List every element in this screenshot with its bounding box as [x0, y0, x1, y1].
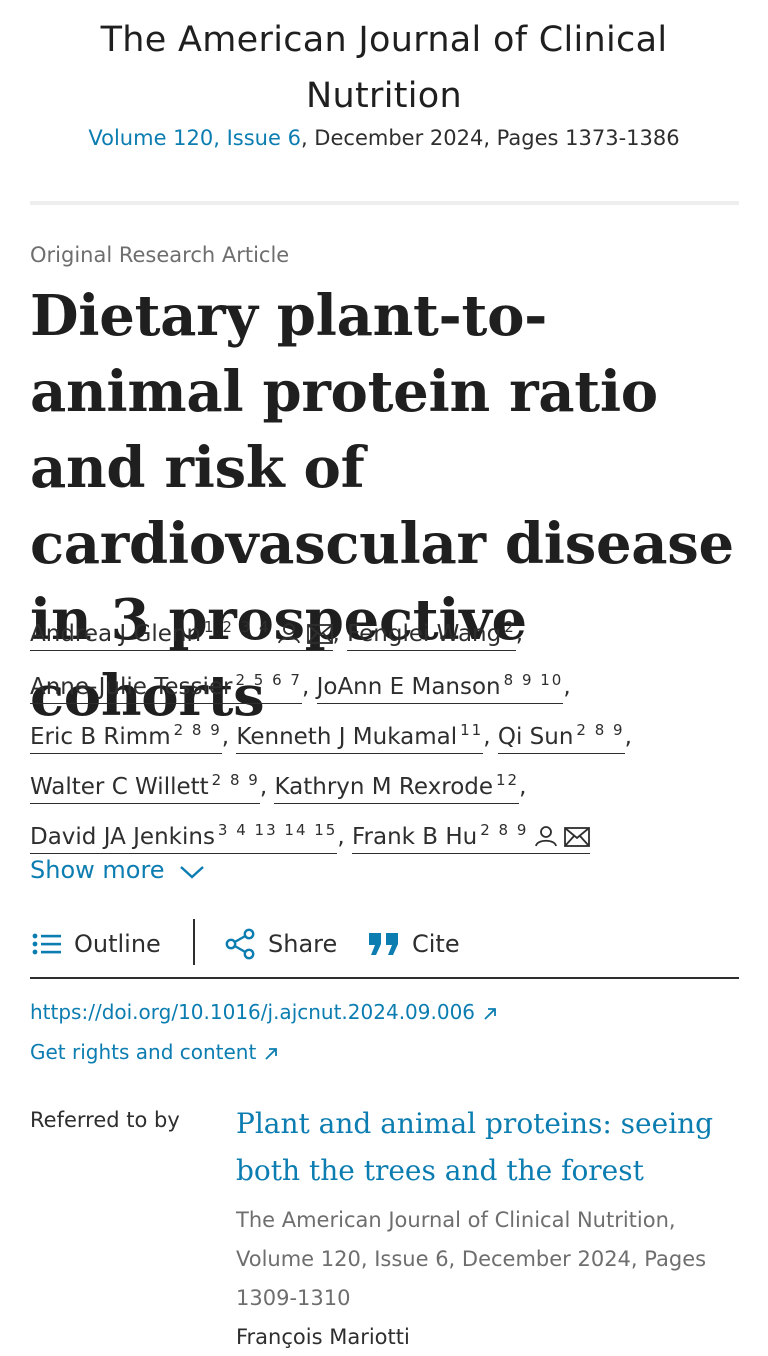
author-name: Qi Sun — [497, 724, 574, 750]
author-name: Anne-Julie Tessier — [30, 674, 233, 700]
rights-link[interactable]: Get rights and content — [30, 1037, 278, 1067]
cite-label: Cite — [412, 930, 460, 958]
person-icon — [277, 616, 301, 659]
author-affiliations: 2 5 6 7 — [235, 671, 302, 689]
author-name: Eric B Rimm — [30, 724, 171, 750]
author-link[interactable]: Fenglei Wang 2 — [347, 618, 516, 651]
author-affiliations: 2 8 9 — [173, 721, 222, 739]
author-affiliations: 11 — [460, 721, 484, 739]
author-link[interactable]: JoAnn E Manson 8 9 10 — [316, 671, 564, 704]
author-affiliations: 1 2 3 4 — [204, 618, 271, 636]
author-name: Frank B Hu — [351, 824, 478, 850]
referred-article-title[interactable]: Plant and animal proteins: seeing both t… — [236, 1107, 714, 1187]
author-name: David JA Jenkins — [30, 824, 215, 850]
article-toolbar: Outline Share Cite — [30, 917, 739, 979]
author-affiliations: 2 8 9 — [480, 821, 529, 839]
show-more-button[interactable]: Show more — [30, 853, 205, 887]
author-name: Fenglei Wang — [347, 621, 502, 647]
author-name: Kathryn M Rexrode — [274, 774, 494, 800]
share-label: Share — [268, 930, 338, 958]
author-link[interactable]: Eric B Rimm 2 8 9 — [30, 721, 222, 754]
show-more-label: Show more — [30, 856, 165, 884]
author-link[interactable]: Walter C Willett 2 8 9 — [30, 771, 260, 804]
chevron-down-icon — [179, 866, 204, 879]
article-title: Dietary plant-to-animal protein ratio an… — [30, 283, 734, 729]
journal-title[interactable]: The American Journal of Clinical Nutriti… — [100, 20, 668, 116]
author-link[interactable]: Qi Sun 2 8 9 — [497, 721, 625, 754]
external-link-icon — [484, 1008, 496, 1020]
author-link[interactable]: Anne-Julie Tessier 2 5 6 7 — [30, 671, 302, 704]
volume-issue-link[interactable]: Volume 120, Issue 6 — [88, 126, 301, 150]
outline-label: Outline — [74, 930, 161, 958]
author-link[interactable]: David JA Jenkins 3 4 13 14 15 — [30, 821, 338, 854]
share-button[interactable]: Share — [224, 921, 337, 967]
rights-text: Get rights and content — [30, 1040, 257, 1064]
author-affiliations: 2 8 9 — [211, 771, 260, 789]
cite-button[interactable]: Cite — [368, 921, 460, 967]
quote-icon — [369, 933, 398, 955]
list-icon — [32, 933, 61, 955]
author-affiliations: 2 — [504, 618, 516, 636]
author-affiliations: 3 4 13 14 15 — [217, 821, 338, 839]
author-link[interactable]: Andrea J Glenn 1 2 3 4 — [30, 618, 333, 651]
share-icon — [225, 928, 255, 960]
author-affiliations: 2 8 9 — [576, 721, 625, 739]
referred-to-label: Referred to by — [30, 1108, 180, 1132]
person-icon — [534, 819, 558, 862]
referred-article-author: François Mariotti — [236, 1325, 410, 1349]
doi-link[interactable]: https://doi.org/10.1016/j.ajcnut.2024.09… — [30, 997, 497, 1027]
author-link[interactable]: Frank B Hu 2 8 9 — [351, 821, 591, 854]
author-affiliations: 12 — [496, 771, 520, 789]
author-name: Walter C Willett — [30, 774, 209, 800]
author-name: Andrea J Glenn — [30, 621, 202, 647]
issue-line: Volume 120, Issue 6, December 2024, Page… — [0, 122, 768, 154]
referred-article-source: The American Journal of Clinical Nutriti… — [236, 1208, 707, 1310]
external-link-icon — [265, 1048, 278, 1060]
mail-icon — [306, 616, 333, 659]
outline-button[interactable]: Outline — [32, 921, 161, 967]
author-name: Kenneth J Mukamal — [236, 724, 458, 750]
author-link[interactable]: Kenneth J Mukamal 11 — [236, 721, 484, 754]
header-divider — [30, 201, 739, 205]
mail-icon — [564, 819, 591, 862]
issue-details: , December 2024, Pages 1373-1386 — [300, 126, 680, 150]
author-list: Andrea J Glenn 1 2 3 4, Fenglei Wang 2, An… — [30, 606, 750, 862]
article-type: Original Research Article — [30, 243, 290, 267]
author-link[interactable]: Kathryn M Rexrode 12 — [274, 771, 520, 804]
author-name: JoAnn E Manson — [316, 674, 501, 700]
author-affiliations: 8 9 10 — [503, 671, 564, 689]
doi-text: https://doi.org/10.1016/j.ajcnut.2024.09… — [30, 1000, 476, 1024]
toolbar-separator — [193, 919, 195, 965]
referred-article: Plant and animal proteins: seeing both t… — [236, 1100, 736, 1356]
